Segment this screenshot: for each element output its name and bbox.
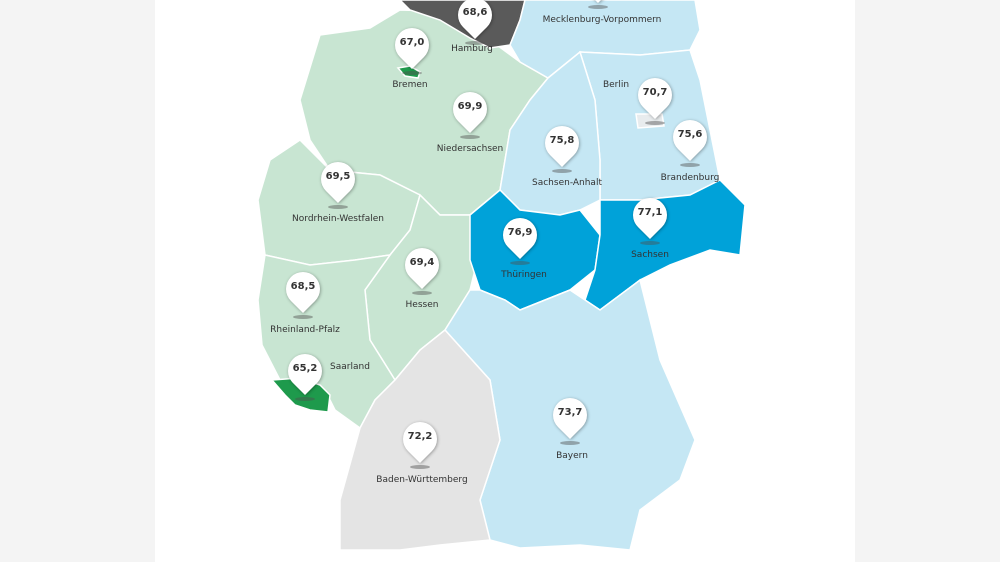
pin-berlin[interactable]: 70,7 bbox=[630, 70, 680, 125]
pin-bayern[interactable]: 73,7 bbox=[545, 390, 595, 445]
pin-baden-wuerttemberg[interactable]: 72,2 bbox=[395, 414, 445, 469]
pin-hamburg[interactable]: 68,6 bbox=[450, 0, 500, 45]
label-brandenburg: Brandenburg bbox=[660, 173, 720, 183]
label-hessen: Hessen bbox=[405, 300, 439, 310]
label-bayern: Bayern bbox=[556, 451, 588, 461]
pin-niedersachsen[interactable]: 69,9 bbox=[445, 84, 495, 139]
label-mecklenburg-vorpommern: Mecklenburg-Vorpommern bbox=[542, 15, 662, 25]
label-saarland: Saarland bbox=[330, 362, 370, 372]
label-berlin: Berlin bbox=[602, 80, 630, 90]
region-sachsen bbox=[584, 179, 746, 311]
pin-saarland[interactable]: 65,2 bbox=[280, 346, 330, 401]
region-bremen bbox=[396, 65, 421, 79]
label-bremen: Bremen bbox=[392, 80, 428, 90]
label-rheinland-pfalz: Rheinland-Pfalz bbox=[270, 325, 340, 335]
label-sachsen-anhalt: Sachsen-Anhalt bbox=[532, 178, 602, 188]
label-hamburg: Hamburg bbox=[451, 44, 493, 54]
pin-thueringen[interactable]: 76,9 bbox=[495, 210, 545, 265]
label-thueringen: Thüringen bbox=[501, 270, 547, 280]
pin-brandenburg[interactable]: 75,6 bbox=[665, 112, 715, 167]
pin-bremen[interactable]: 67,0 bbox=[387, 20, 437, 75]
label-sachsen: Sachsen bbox=[631, 250, 669, 260]
pin-nordrhein-westfalen[interactable]: 69,5 bbox=[313, 154, 363, 209]
pin-rheinland-pfalz[interactable]: 68,5 bbox=[278, 264, 328, 319]
pin-sachsen[interactable]: 77,1 bbox=[625, 190, 675, 245]
pin-sachsen-anhalt[interactable]: 75,8 bbox=[537, 118, 587, 173]
label-niedersachsen: Niedersachsen bbox=[436, 144, 504, 154]
pin-mecklenburg-vorpommern[interactable] bbox=[573, 0, 623, 9]
label-baden-wuerttemberg: Baden-Württemberg bbox=[376, 475, 468, 485]
label-nordrhein-westfalen: Nordrhein-Westfalen bbox=[292, 214, 384, 224]
pin-hessen[interactable]: 69,4 bbox=[397, 240, 447, 295]
